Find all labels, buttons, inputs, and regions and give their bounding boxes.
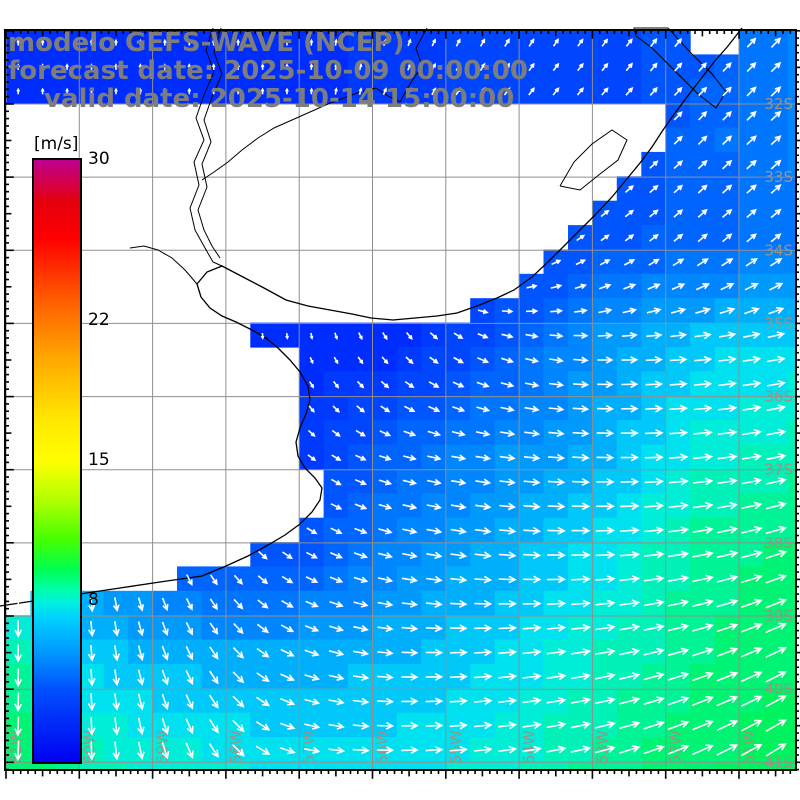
map-frame (4, 29, 797, 771)
lagoon-outline (633, 27, 727, 109)
lat-label: 40S (764, 680, 793, 698)
colorbar-tick-value: 15 (88, 450, 110, 470)
lat-label: 41S (764, 753, 793, 771)
lon-label: 60W (80, 730, 98, 764)
coastline (0, 27, 743, 607)
lon-label: 53W (593, 730, 611, 764)
river-line (129, 245, 198, 285)
lon-label: 54W (520, 730, 538, 764)
lon-label: 52W (667, 730, 685, 764)
lat-label: 34S (764, 241, 793, 259)
river-line (201, 27, 428, 181)
lat-label: 32S (764, 95, 793, 113)
lat-label: 38S (764, 534, 793, 552)
lagoon-mirim-outline (559, 129, 628, 191)
lat-label: 39S (764, 607, 793, 625)
colorbar-tick-value: 8 (88, 590, 99, 611)
colorbar-unit-label: [m/s] (34, 134, 79, 154)
lon-label: 57W (300, 730, 318, 764)
lon-label: 51W (740, 730, 758, 764)
lat-label: 36S (764, 388, 793, 406)
wind-arrows (14, 37, 788, 762)
river-line (189, 27, 223, 267)
colorbar-tick-value: 22 (88, 309, 110, 330)
lon-label: 56W (374, 730, 392, 764)
lat-label: 37S (764, 461, 793, 479)
lat-label: 33S (764, 168, 793, 186)
colorbar-gradient (32, 158, 82, 764)
colorbar-tick-value: 30 (88, 149, 110, 169)
river-line (197, 27, 223, 259)
lat-label: 35S (764, 314, 793, 332)
lon-label: 61W (7, 730, 25, 764)
lon-label: 59W (154, 730, 172, 764)
lon-label: 55W (447, 730, 465, 764)
